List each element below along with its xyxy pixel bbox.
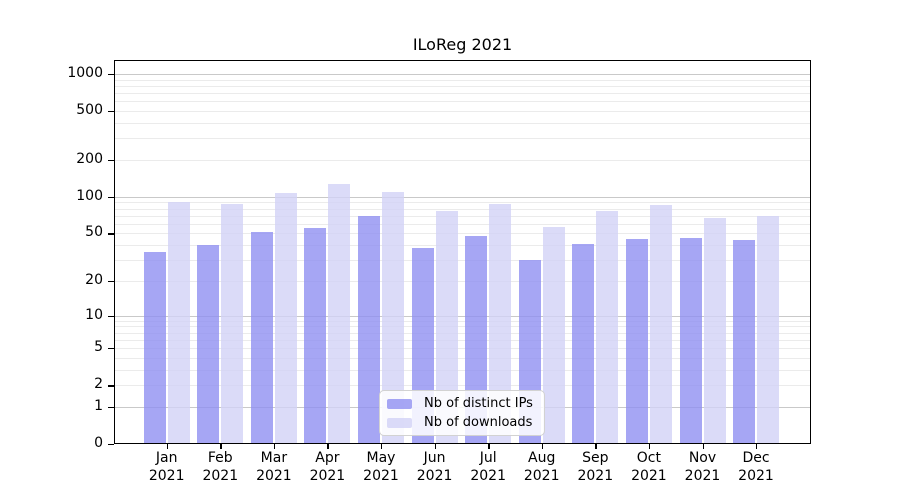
bar-distinct-ips-may: [358, 215, 380, 444]
bar-distinct-ips-feb: [197, 245, 220, 444]
bar-distinct-ips-oct: [625, 239, 648, 444]
legend-swatch-distinct-ips: [387, 398, 412, 409]
x-tick-label-mar: Mar 2021: [256, 450, 292, 484]
x-tick-label-jul: Jul 2021: [470, 450, 506, 484]
bar-distinct-ips-sep: [572, 243, 595, 444]
x-tick-label-aug: Aug 2021: [523, 450, 560, 484]
legend-label-distinct-ips: Nb of distinct IPs: [424, 396, 533, 411]
x-tick-label-dec: Dec 2021: [738, 450, 774, 484]
bar-distinct-ips-nov: [679, 237, 702, 444]
gridline-y-minor-2: [114, 385, 811, 387]
gridline-y-minor-300: [114, 138, 811, 140]
x-tick-mark-dec: [756, 444, 758, 449]
x-tick-label-sep: Sep 2021: [577, 450, 614, 484]
legend-label-downloads: Nb of downloads: [424, 415, 533, 430]
y-tick-label-1000: 1000: [67, 65, 103, 81]
y-tick-mark-0: [108, 444, 114, 446]
x-tick-mark-jun: [434, 444, 436, 449]
bar-downloads-aug: [542, 226, 565, 444]
x-tick-mark-nov: [702, 444, 704, 449]
legend-swatch-downloads: [387, 417, 412, 428]
y-tick-label-20: 20: [85, 271, 103, 288]
y-tick-label-50: 50: [85, 224, 103, 241]
legend-item-downloads: Nb of downloads: [387, 415, 544, 430]
gridline-y-minor-200: [114, 160, 811, 161]
y-tick-label-2: 2: [94, 376, 103, 393]
gridline-y-minor-9: [114, 320, 811, 322]
gridline-y-minor-90: [114, 202, 811, 204]
gridline-y-minor-40: [114, 245, 811, 247]
gridline-y-minor-500: [114, 111, 811, 113]
gridline-y-major-1000: [114, 74, 811, 75]
bar-downloads-dec: [757, 215, 779, 444]
gridline-y-minor-70: [114, 215, 811, 217]
gridline-y-major-100: [114, 196, 811, 198]
bar-distinct-ips-mar: [250, 232, 273, 444]
bar-downloads-jan: [167, 202, 190, 444]
bar-downloads-jun: [435, 211, 458, 444]
x-tick-label-feb: Feb 2021: [202, 450, 239, 484]
x-tick-mark-apr: [327, 444, 329, 449]
bar-downloads-oct: [649, 205, 672, 444]
x-tick-mark-jan: [166, 444, 169, 449]
bar-downloads-nov: [703, 218, 726, 444]
bar-downloads-mar: [274, 193, 297, 444]
bar-downloads-feb: [221, 203, 244, 444]
gridline-y-minor-600: [114, 101, 811, 103]
legend-item-distinct-ips: Nb of distinct IPs: [387, 396, 544, 411]
y-tick-label-10: 10: [85, 306, 103, 323]
y-tick-label-500: 500: [76, 102, 103, 119]
gridline-y-minor-4: [114, 357, 811, 359]
gridline-y-minor-50: [114, 233, 811, 235]
gridline-y-minor-800: [114, 85, 811, 87]
gridline-y-minor-30: [114, 260, 811, 262]
y-tick-label-100: 100: [76, 187, 103, 204]
x-tick-mark-sep: [595, 444, 597, 449]
x-tick-label-jun: Jun 2021: [416, 450, 453, 484]
x-tick-mark-jul: [488, 444, 490, 449]
gridline-y-minor-8: [114, 326, 811, 328]
bar-distinct-ips-apr: [304, 227, 327, 444]
x-tick-label-jan: Jan 2021: [148, 450, 185, 484]
x-tick-label-may: May 2021: [363, 450, 399, 484]
y-tick-label-200: 200: [76, 151, 103, 167]
gridline-y-minor-3: [114, 369, 811, 371]
gridline-y-minor-7: [114, 332, 811, 334]
gridline-y-minor-80: [114, 208, 811, 210]
x-tick-mark-may: [381, 444, 383, 449]
bar-distinct-ips-jan: [143, 252, 166, 444]
chart-title: ILoReg 2021: [412, 35, 513, 54]
y-tick-label-0: 0: [94, 435, 103, 451]
bar-distinct-ips-dec: [733, 240, 755, 444]
gridline-y-minor-700: [114, 93, 811, 95]
bar-downloads-jul: [489, 203, 512, 444]
x-tick-label-nov: Nov 2021: [684, 450, 721, 484]
plot-area: [114, 60, 811, 444]
gridline-y-major-10: [114, 315, 811, 317]
legend: Nb of distinct IPs Nb of downloads: [379, 390, 545, 436]
gridline-y-minor-20: [114, 280, 811, 282]
bar-downloads-sep: [596, 211, 619, 444]
bar-downloads-apr: [328, 184, 351, 444]
gridline-y-minor-400: [114, 123, 811, 124]
x-tick-label-oct: Oct 2021: [631, 450, 667, 484]
x-tick-mark-mar: [273, 444, 276, 449]
gridline-y-minor-900: [114, 79, 811, 81]
y-tick-label-5: 5: [94, 339, 103, 355]
x-tick-mark-aug: [541, 444, 544, 449]
x-tick-label-apr: Apr 2021: [309, 450, 346, 484]
gridline-y-minor-6: [114, 339, 811, 341]
y-tick-label-1: 1: [94, 397, 103, 414]
gridline-y-minor-60: [114, 223, 811, 225]
x-tick-mark-oct: [648, 444, 651, 449]
gridline-y-minor-5: [114, 348, 811, 349]
bar-downloads-may: [382, 191, 404, 444]
x-tick-mark-feb: [220, 444, 222, 449]
